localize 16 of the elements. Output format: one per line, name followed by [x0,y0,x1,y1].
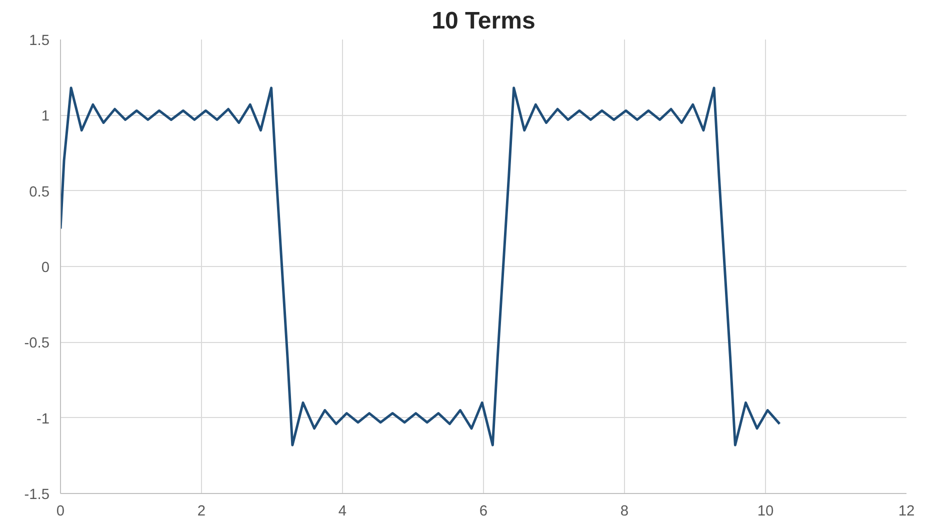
y-tick-label: 0.5 [29,184,50,200]
x-tick-label: 8 [620,504,629,520]
x-tick-label: 4 [338,504,347,520]
x-tick-label: 6 [479,504,488,520]
y-tick-label: 1.5 [29,33,50,49]
y-tick-label: -1.5 [24,487,50,503]
x-tick-label: 2 [197,504,206,520]
y-tick-label: -0.5 [24,336,50,352]
x-tick-label: 0 [56,504,65,520]
x-tick-label: 10 [757,504,774,520]
x-tick-label: 12 [898,504,915,520]
chart-title: 10 Terms [432,8,536,34]
line-series [60,86,781,446]
y-tick-label: 0 [41,260,50,276]
y-tick-label: -1 [36,411,50,428]
y-tick-label: 1 [41,108,50,125]
